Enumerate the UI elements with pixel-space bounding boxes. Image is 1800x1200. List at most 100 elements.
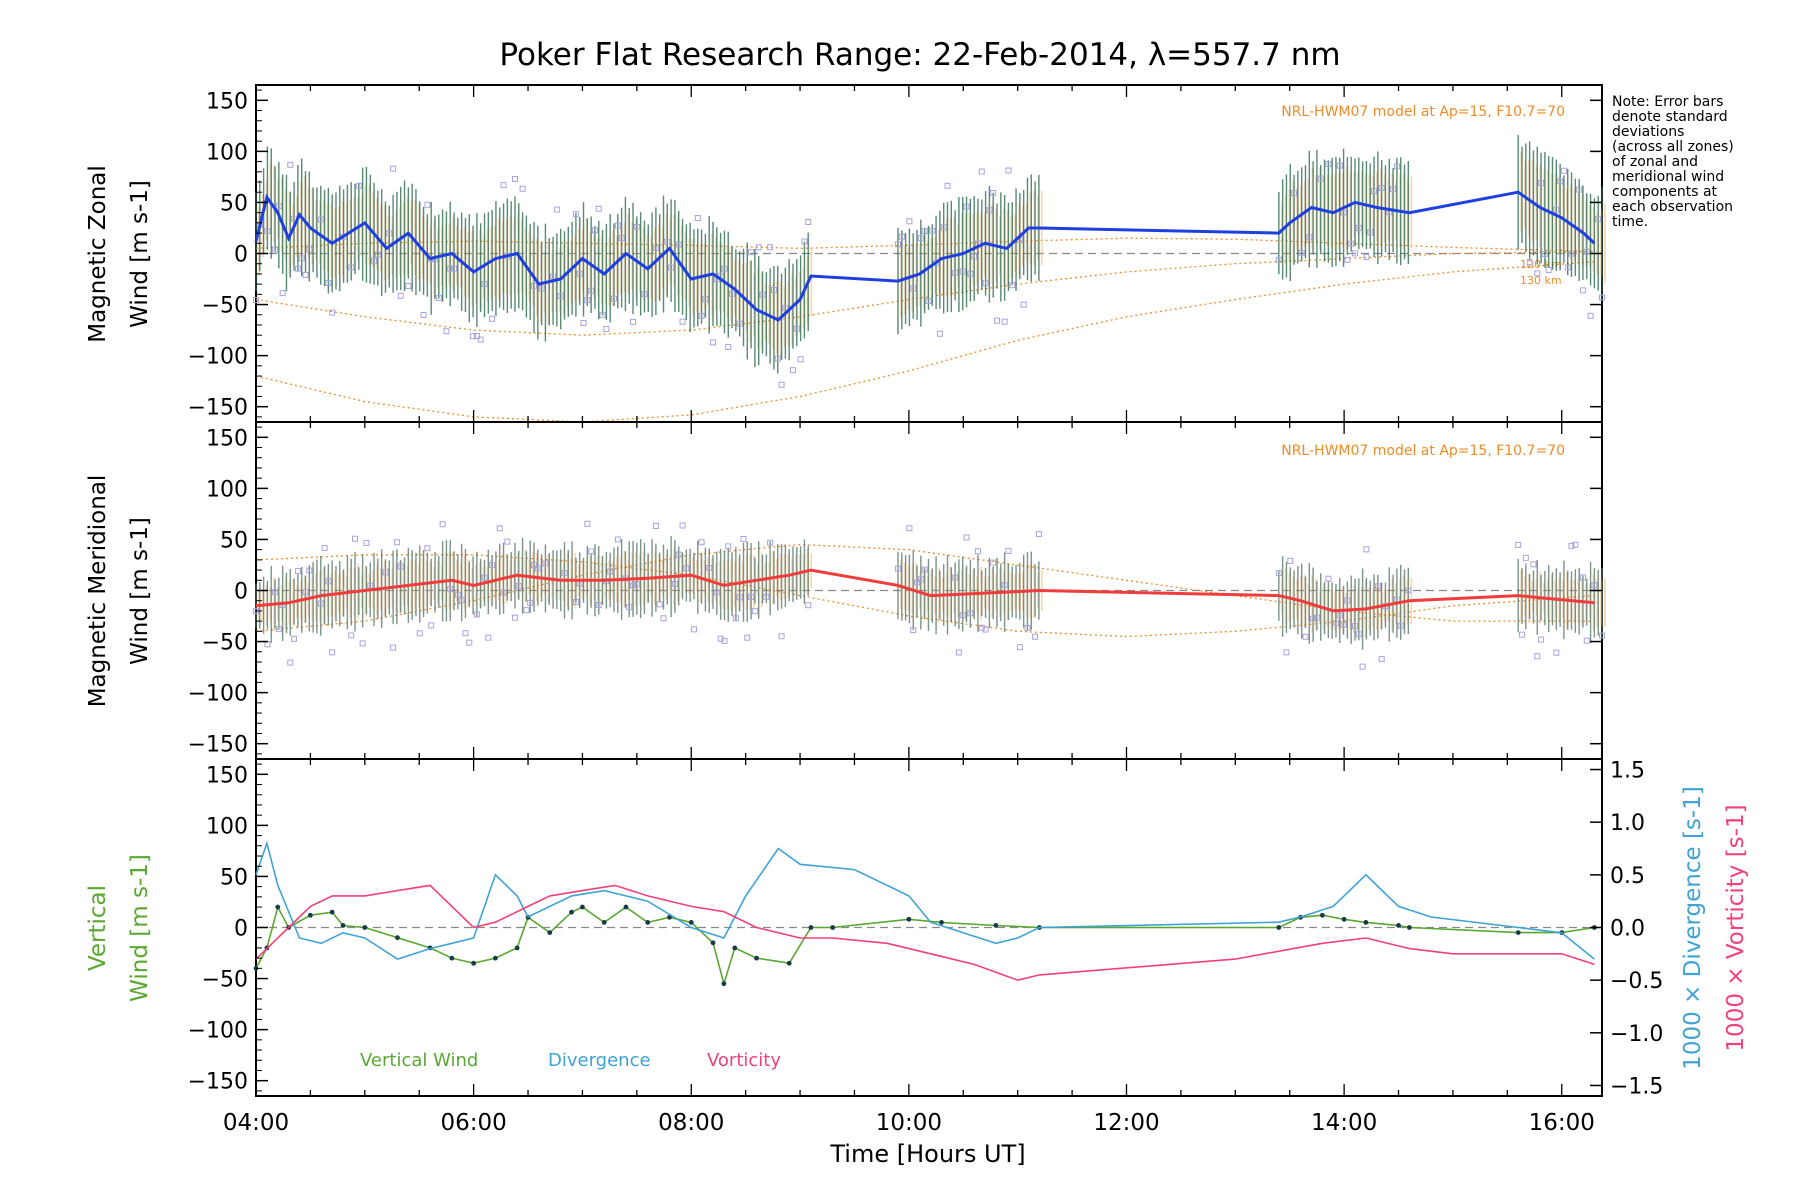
vertical-wind-point: [1276, 925, 1282, 930]
zone-wind-point: [736, 594, 743, 601]
zone-wind-point: [1553, 206, 1560, 213]
zone-wind-point: [1526, 259, 1533, 266]
zone-wind-point: [1336, 612, 1343, 619]
zone-wind-point: [511, 175, 518, 182]
zone-wind-point: [439, 521, 446, 528]
zone-wind-point: [374, 251, 381, 258]
legend-divergence: Divergence: [548, 1050, 651, 1071]
zone-wind-point: [1405, 587, 1412, 594]
note-line: denote standard: [1612, 109, 1728, 125]
zone-wind-point: [1545, 266, 1552, 273]
zone-wind-point: [1587, 312, 1594, 319]
zone-wind-point: [302, 589, 309, 596]
zone-wind-point: [534, 565, 541, 572]
zone-wind-point: [994, 317, 1001, 324]
x-tick-label: 06:00: [440, 1110, 506, 1136]
zone-wind-point: [1515, 541, 1522, 548]
meridional-wind-line: [255, 568, 1595, 613]
zone-wind-point: [675, 241, 682, 248]
zonal-ylabel-line2: Wind [m s-1]: [127, 180, 153, 328]
zone-wind-point: [531, 562, 538, 569]
zonal-ylabel-line1: Magnetic Zonal: [85, 165, 111, 343]
zone-wind-point: [955, 649, 962, 656]
meridional-ylabel-line1: Magnetic Meridional: [85, 475, 111, 708]
note-line: deviations: [1612, 124, 1684, 140]
zone-wind-point: [275, 202, 282, 209]
zone-wind-point: [591, 227, 598, 234]
zone-wind-point: [302, 272, 309, 279]
zone-wind-point: [561, 570, 568, 577]
y-tick-label: −50: [202, 968, 248, 993]
zone-wind-point: [531, 282, 538, 289]
zonal-level-label-130: 130 km: [1520, 274, 1562, 287]
zone-wind-point: [694, 215, 701, 222]
vorticity-line: [255, 884, 1595, 982]
zone-wind-point: [287, 161, 294, 168]
vertical-wind-point: [732, 945, 738, 951]
zone-wind-point: [1344, 256, 1351, 263]
vertical-wind-point: [808, 925, 814, 930]
zone-wind-point: [287, 659, 294, 666]
zone-wind-point: [428, 622, 435, 629]
zone-wind-point: [576, 270, 583, 277]
zone-wind-point: [317, 216, 324, 223]
zone-wind-point: [1564, 264, 1571, 271]
zone-wind-point: [363, 539, 370, 546]
zone-wind-point: [1560, 167, 1567, 174]
x-tick-label: 08:00: [658, 1110, 724, 1136]
zone-wind-point: [626, 604, 633, 611]
zone-wind-point: [473, 333, 480, 340]
vertical-wind-point: [1363, 919, 1369, 925]
zone-wind-point: [489, 562, 496, 569]
zone-wind-point: [740, 536, 747, 543]
zone-wind-point: [306, 246, 313, 253]
legend-vertical-wind: Vertical Wind: [360, 1050, 478, 1071]
zone-wind-point: [1599, 294, 1605, 301]
zone-wind-point: [1355, 224, 1362, 231]
vertical-wind-point: [362, 925, 368, 930]
zone-wind-point: [481, 281, 488, 288]
zone-wind-point: [952, 269, 959, 276]
zone-wind-point: [1287, 557, 1294, 564]
zone-wind-point: [793, 325, 800, 332]
x-axis-ticks: 04:00 06:00 08:00 10:00 12:00 14:00 16:00: [223, 1110, 1595, 1136]
zone-wind-point: [618, 234, 625, 241]
zone-wind-point: [630, 318, 637, 325]
zone-wind-point: [679, 522, 686, 529]
vertical-wind-point: [275, 904, 281, 910]
zone-wind-point: [1522, 554, 1529, 561]
vertical-wind-panel: Vertical Wind [m s-1] 1000 × Divergence …: [85, 758, 1749, 1099]
zone-wind-point: [542, 560, 549, 567]
zone-wind-point: [630, 582, 637, 589]
zone-wind-point: [595, 205, 602, 212]
zone-wind-point: [553, 206, 560, 213]
zone-wind-point: [614, 222, 621, 229]
zone-wind-point: [1595, 216, 1602, 223]
zone-wind-point: [782, 305, 789, 312]
y-tick-label: 100: [206, 477, 248, 502]
zone-wind-point: [496, 525, 503, 532]
zone-wind-point: [272, 589, 279, 596]
zone-wind-point: [359, 640, 366, 647]
zone-wind-point: [1367, 229, 1374, 236]
zone-wind-point: [1336, 162, 1343, 169]
zone-wind-point: [732, 615, 739, 622]
zone-wind-point: [898, 233, 905, 240]
zone-wind-point: [748, 249, 755, 256]
y-tick-label: 150: [206, 89, 248, 114]
vertical-wind-point: [939, 919, 944, 925]
y-tick-label: 50: [220, 191, 248, 216]
x-tick-label: 04:00: [223, 1110, 289, 1136]
zone-wind-point: [329, 309, 336, 316]
right-tick-label: 0.0: [1610, 917, 1645, 942]
x-tick-label: 16:00: [1529, 1110, 1595, 1136]
zone-wind-point: [473, 611, 480, 618]
y-tick-label: −150: [188, 733, 248, 758]
zone-wind-point: [386, 230, 393, 237]
zone-wind-point: [1340, 209, 1347, 216]
zone-wind-point: [917, 576, 924, 583]
zone-wind-point: [390, 165, 397, 172]
zone-wind-point: [1371, 188, 1378, 195]
zone-wind-point: [306, 567, 313, 574]
